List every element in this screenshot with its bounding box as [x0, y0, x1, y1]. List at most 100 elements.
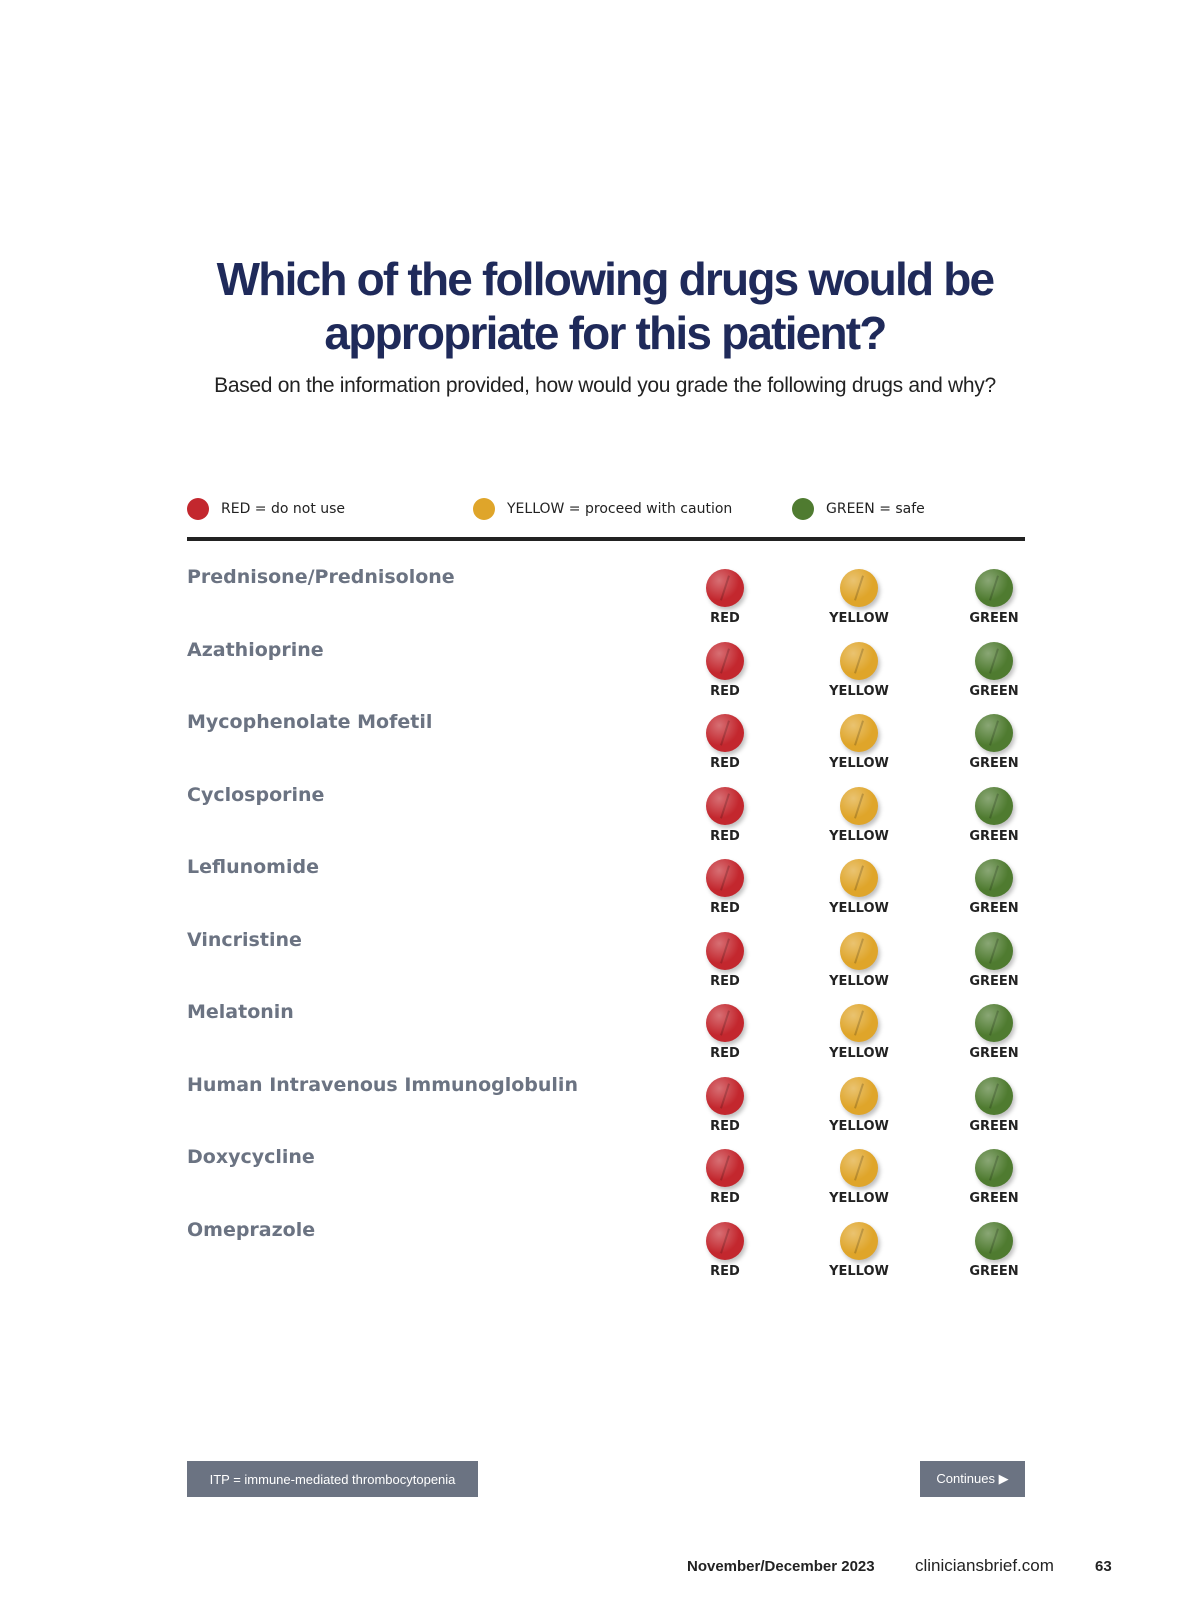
grade-option[interactable]: RED [685, 931, 765, 989]
issue: November/December 2023 [687, 1558, 875, 1575]
footnote: ITP = immune-mediated thrombocytopenia [187, 1461, 478, 1497]
grade-label: RED [710, 756, 740, 771]
grade-option[interactable]: YELLOW [819, 1149, 899, 1206]
pill [840, 859, 878, 897]
grade-option[interactable]: YELLOW [819, 1076, 899, 1134]
pill [840, 714, 878, 752]
pill [840, 1076, 878, 1115]
pill [975, 859, 1013, 897]
grade-label: YELLOW [829, 901, 889, 916]
grade-option[interactable]: RED [685, 786, 765, 844]
grade-label: GREEN [969, 901, 1019, 916]
grade-option[interactable]: GREEN [954, 1076, 1034, 1134]
pill [975, 1149, 1013, 1187]
drug-name: Azathioprine [187, 638, 324, 661]
legend-item: YELLOW = proceed with caution [473, 498, 732, 520]
grade-label: YELLOW [829, 1046, 889, 1061]
grade-option[interactable]: YELLOW [819, 569, 899, 626]
grade-label: RED [710, 1191, 740, 1206]
pill [840, 1149, 878, 1187]
subtitle: Based on the information provided, how w… [214, 374, 996, 397]
grade-label: RED [710, 828, 740, 844]
page-number: 63 [1095, 1558, 1112, 1575]
grade-option[interactable]: GREEN [954, 931, 1034, 989]
grade-option[interactable]: RED [685, 859, 765, 916]
drug-name: Cyclosporine [187, 783, 325, 806]
grade-label: YELLOW [829, 1118, 889, 1134]
legend-dot [187, 498, 209, 520]
pill [975, 641, 1013, 680]
grade-label: GREEN [969, 1118, 1019, 1134]
drug-name: Vincristine [187, 928, 302, 951]
drug-name: Omeprazole [187, 1218, 316, 1241]
grade-option[interactable]: GREEN [954, 714, 1034, 771]
grade-option[interactable]: RED [685, 1221, 765, 1279]
grade-label: YELLOW [829, 828, 889, 844]
grade-label: RED [710, 1263, 740, 1279]
grade-option[interactable]: YELLOW [819, 714, 899, 771]
drug-name: Prednisone/Prednisolone [187, 566, 455, 588]
grade-label: RED [710, 973, 740, 989]
grade-label: RED [710, 611, 740, 626]
legend-item: RED = do not use [187, 498, 345, 520]
pill [706, 786, 744, 825]
grade-option[interactable]: GREEN [954, 1004, 1034, 1061]
pill [975, 714, 1013, 752]
legend-item: GREEN = safe [792, 498, 925, 520]
grade-option[interactable]: GREEN [954, 1149, 1034, 1206]
drug-name: Melatonin [187, 1001, 294, 1023]
grade-option[interactable]: RED [685, 1149, 765, 1206]
site: cliniciansbrief.com [915, 1556, 1054, 1575]
grade-option[interactable]: YELLOW [819, 786, 899, 844]
legend-label: YELLOW = proceed with caution [507, 501, 733, 517]
pill [840, 569, 878, 607]
rule [187, 537, 1025, 541]
pill [840, 931, 878, 970]
legend-dot [473, 498, 495, 520]
grade-option[interactable]: GREEN [954, 786, 1034, 844]
grade-option[interactable]: YELLOW [819, 1004, 899, 1061]
pill [706, 859, 744, 897]
grade-option[interactable]: GREEN [954, 859, 1034, 916]
grade-option[interactable]: GREEN [954, 1221, 1034, 1279]
pill [975, 1076, 1013, 1115]
grade-option[interactable]: RED [685, 641, 765, 699]
pill [706, 641, 744, 680]
title: Which of the following drugs would be ap… [216, 253, 995, 359]
grade-option[interactable]: YELLOW [819, 931, 899, 989]
pill [706, 1076, 744, 1115]
grade-option[interactable]: YELLOW [819, 1221, 899, 1279]
grade-label: YELLOW [829, 683, 889, 699]
grade-label: YELLOW [829, 1263, 889, 1279]
continues-button[interactable]: Continues ▶ [920, 1461, 1025, 1497]
grade-option[interactable]: YELLOW [819, 859, 899, 916]
grade-label: YELLOW [829, 1191, 889, 1206]
pill [975, 931, 1013, 970]
pill [706, 569, 744, 607]
grade-label: GREEN [969, 611, 1019, 626]
legend-label: GREEN = safe [826, 501, 925, 517]
legend-dot [792, 498, 814, 520]
grade-option[interactable]: RED [685, 714, 765, 771]
pill [975, 1221, 1013, 1260]
drug-name: Mycophenolate Mofetil [187, 711, 433, 733]
pill [975, 786, 1013, 825]
pill [975, 1004, 1013, 1042]
grade-option[interactable]: YELLOW [819, 641, 899, 699]
grade-label: GREEN [969, 973, 1019, 989]
grade-option[interactable]: GREEN [954, 569, 1034, 626]
pill [975, 569, 1013, 607]
grade-option[interactable]: RED [685, 1004, 765, 1061]
pill [706, 1004, 744, 1042]
grade-option[interactable]: RED [685, 1076, 765, 1134]
grade-label: RED [710, 683, 740, 699]
pill [706, 1149, 744, 1187]
pill [840, 1221, 878, 1260]
pill [840, 641, 878, 680]
grade-label: GREEN [969, 756, 1019, 771]
drug-name: Leflunomide [187, 856, 319, 878]
grade-option[interactable]: GREEN [954, 641, 1034, 699]
grade-label: GREEN [969, 1046, 1019, 1061]
grade-option[interactable]: RED [685, 569, 765, 626]
